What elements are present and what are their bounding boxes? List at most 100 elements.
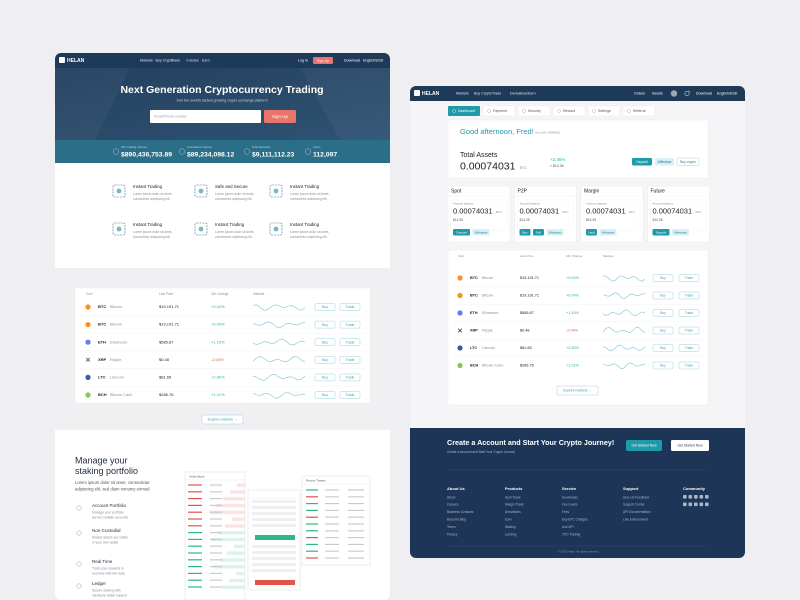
footer-link[interactable]: Lending xyxy=(505,532,517,536)
button[interactable] xyxy=(678,274,700,282)
tab[interactable] xyxy=(517,105,551,117)
button[interactable] xyxy=(556,385,599,396)
footer-link[interactable]: Support Center xyxy=(623,503,646,507)
button-label[interactable]: Buy xyxy=(322,340,328,344)
tab-label[interactable]: Referral xyxy=(633,109,646,113)
button-label[interactable]: Buy xyxy=(522,230,528,234)
button[interactable] xyxy=(626,440,662,451)
button[interactable] xyxy=(678,291,700,300)
footer-link[interactable]: Business Contacts xyxy=(447,510,474,514)
nav-link[interactable]: Markets xyxy=(140,58,153,62)
button-label[interactable]: Trade xyxy=(346,376,355,380)
button[interactable] xyxy=(678,361,700,370)
button[interactable] xyxy=(314,356,336,364)
button-label[interactable]: Buy xyxy=(322,305,328,309)
button[interactable] xyxy=(678,344,700,352)
nav-link[interactable]: Download xyxy=(696,91,712,95)
nav-link[interactable]: Trade xyxy=(171,58,180,62)
button-label[interactable]: Get Started Now xyxy=(677,444,703,448)
nav-link[interactable]: Buy Crypto xyxy=(474,91,492,95)
button-label[interactable]: Buy xyxy=(660,364,666,368)
button[interactable] xyxy=(678,326,700,335)
button[interactable] xyxy=(652,361,674,370)
tab-label[interactable]: Reward xyxy=(563,109,575,113)
button-label[interactable]: Trade xyxy=(685,276,693,280)
button-label[interactable]: Trade xyxy=(685,311,693,315)
button-label[interactable]: Trade xyxy=(346,305,355,309)
social-icon[interactable] xyxy=(683,502,687,507)
button[interactable] xyxy=(339,356,361,364)
footer-link[interactable]: Law Enforcement xyxy=(623,518,648,522)
button[interactable] xyxy=(586,229,597,236)
tab[interactable] xyxy=(552,105,586,117)
footer-link[interactable]: Earn xyxy=(505,518,512,522)
button[interactable] xyxy=(652,344,674,352)
button-label[interactable]: Withdraw xyxy=(674,230,687,234)
email-input[interactable] xyxy=(150,110,261,123)
nav-link[interactable]: Log In xyxy=(298,58,308,62)
button-label[interactable]: Buy crypto xyxy=(680,160,696,164)
nav-link[interactable]: Trade xyxy=(492,91,501,95)
button-label[interactable]: Withdraw xyxy=(475,230,488,234)
button[interactable] xyxy=(314,338,336,346)
button[interactable] xyxy=(264,110,296,123)
social-icon[interactable] xyxy=(694,502,698,507)
nav-link[interactable]: Orders xyxy=(634,91,645,95)
button-label[interactable]: Deposit xyxy=(656,230,666,234)
button-label[interactable]: Trade xyxy=(685,364,693,368)
button[interactable] xyxy=(339,391,361,399)
footer-link[interactable]: API Documentation xyxy=(623,510,651,514)
nav-link[interactable]: Markets xyxy=(456,91,469,95)
social-icon[interactable] xyxy=(683,495,687,499)
button-label[interactable]: Explore markets → xyxy=(563,389,592,393)
button-label[interactable]: Buy xyxy=(322,323,328,327)
button[interactable] xyxy=(339,338,361,346)
button[interactable] xyxy=(533,229,544,236)
button-label[interactable]: Withdraw xyxy=(658,160,672,164)
button-label[interactable]: Buy xyxy=(660,311,666,315)
social-icon[interactable] xyxy=(694,495,698,499)
footer-link[interactable]: Fees xyxy=(562,510,569,514)
button[interactable] xyxy=(546,229,564,236)
button-label[interactable]: Withdraw xyxy=(602,230,615,234)
nav-link[interactable]: English/USD xyxy=(363,58,384,62)
button[interactable] xyxy=(314,391,336,399)
footer-link[interactable]: Margin Trade xyxy=(505,503,524,507)
button[interactable] xyxy=(652,229,670,236)
tab-label[interactable]: Settings xyxy=(598,109,611,113)
button-label[interactable]: Trade xyxy=(346,323,355,327)
footer-link[interactable]: Give Us Feedback xyxy=(623,495,650,499)
button[interactable] xyxy=(678,309,700,317)
tab-label[interactable]: Dashboard xyxy=(458,109,475,113)
button-label[interactable]: Trade xyxy=(685,329,693,333)
button-label[interactable]: Withdraw xyxy=(549,230,562,234)
button-label[interactable]: Deposit xyxy=(636,160,647,164)
nav-link[interactable]: Derivatives xyxy=(510,91,528,95)
tab-label[interactable]: Security xyxy=(528,109,541,113)
button-label[interactable]: Trade xyxy=(346,340,355,344)
button[interactable] xyxy=(201,414,244,425)
button[interactable] xyxy=(314,320,336,329)
footer-link[interactable]: OTC Trading xyxy=(562,532,580,536)
button-label[interactable]: Explore markets → xyxy=(208,418,238,422)
footer-link[interactable]: Spot Trade xyxy=(505,495,521,499)
button[interactable] xyxy=(676,157,700,166)
social-icon[interactable] xyxy=(699,495,704,499)
button-label[interactable]: Trade xyxy=(685,294,693,298)
social-icon[interactable] xyxy=(688,502,693,507)
tab[interactable] xyxy=(448,106,480,116)
button[interactable] xyxy=(313,57,333,64)
button-label[interactable]: Buy xyxy=(322,358,328,362)
button-label[interactable]: Buy xyxy=(322,393,328,397)
footer-link[interactable]: Become Blog xyxy=(447,518,466,522)
button-label[interactable]: Buy xyxy=(660,276,666,280)
button-label[interactable]: Sell xyxy=(536,230,541,234)
button[interactable] xyxy=(339,303,361,311)
input-placeholder[interactable]: Email/Phone number xyxy=(154,115,188,119)
button[interactable] xyxy=(672,229,689,236)
button[interactable] xyxy=(519,229,531,236)
button[interactable] xyxy=(472,229,490,236)
nav-link[interactable]: Earn xyxy=(528,91,536,95)
footer-link[interactable]: Downloads xyxy=(562,495,578,499)
footer-link[interactable]: Privacy xyxy=(447,532,458,536)
